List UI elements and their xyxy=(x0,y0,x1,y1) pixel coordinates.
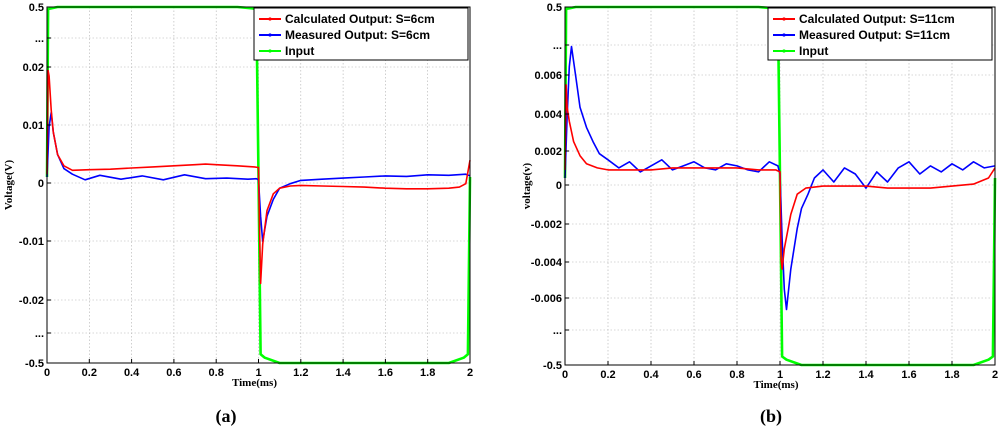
x-tick-label: 0.2 xyxy=(82,367,97,379)
x-tick-label: 1 xyxy=(777,369,783,381)
y-tick-label: -0.004 xyxy=(531,257,563,269)
y-tick-label: -0.5 xyxy=(25,358,44,370)
legend-marker xyxy=(268,17,272,21)
series-line-measured-output-s-6cm xyxy=(46,111,471,243)
y-tick-label: 0.002 xyxy=(534,146,562,158)
x-tick-label: 0.8 xyxy=(729,369,744,381)
y-tick-label: 0 xyxy=(556,180,562,192)
x-tick-label: 1.4 xyxy=(858,369,874,381)
y-axis-label: Voltage(V) xyxy=(3,160,15,211)
y-tick-label: -0.006 xyxy=(531,293,562,305)
legend-entry: Measured Output: S=6cm xyxy=(285,28,430,42)
legend-marker xyxy=(268,49,272,53)
x-tick-label: 1 xyxy=(255,367,261,379)
y-tick-label: 0.01 xyxy=(23,120,44,132)
y-tick-label: -0.01 xyxy=(19,236,44,248)
panel-label: (b) xyxy=(760,406,782,427)
y-tick-label: ... xyxy=(553,325,562,337)
legend-entry: Calculated Output: S=6cm xyxy=(285,12,435,26)
x-tick-label: 0.6 xyxy=(686,369,701,381)
chart-panel-a: 0 0.2 0.4 0.6 0.8 1 1.2 1.4 1.6 1.8 2 0.5... 0.02 0.0… xyxy=(3,2,473,427)
legend-entry: Calculated Output: S=11cm xyxy=(799,12,955,26)
x-tick-label: 0.2 xyxy=(600,369,615,381)
panel-label: (a) xyxy=(216,406,237,427)
y-tick-label: 0.02 xyxy=(23,62,44,74)
y-tick-label: 0 xyxy=(38,178,44,190)
x-axis-label: Time(ms) xyxy=(232,377,277,389)
y-tick-label: -0.002 xyxy=(531,219,562,231)
x-tick-label: 0.4 xyxy=(643,369,659,381)
legend-entry: Input xyxy=(799,44,828,58)
series-line-calculated-output-s-11cm xyxy=(564,84,996,270)
x-tick-label: 1.2 xyxy=(293,367,308,379)
y-tick-label: 0.5 xyxy=(547,2,562,14)
legend-marker xyxy=(268,33,272,37)
y-tick-label: -0.02 xyxy=(19,295,44,307)
y-tick-label: -0.5 xyxy=(543,360,562,372)
chart-panel-b: 0 0.2 0.4 0.6 0.8 1 1.2 1.4 1.6 1.8 2 0.5... 0.006 0.… xyxy=(521,2,998,427)
x-tick-label: 0.4 xyxy=(124,367,140,379)
x-tick-label: 2 xyxy=(467,367,473,379)
x-tick-label: 2 xyxy=(992,369,998,381)
legend-marker xyxy=(782,17,786,21)
legend-marker xyxy=(782,49,786,53)
x-tick-label: 1.2 xyxy=(815,369,830,381)
y-tick-label: 0.004 xyxy=(534,109,562,121)
legend-marker xyxy=(782,33,786,37)
series-line-calculated-output-s-6cm xyxy=(46,69,471,285)
y-axis-label: voltage(v) xyxy=(521,162,533,209)
series-line-measured-output-s-11cm xyxy=(564,45,996,311)
legend-box xyxy=(767,7,993,61)
x-tick-label: 1.8 xyxy=(944,369,959,381)
x-tick-label: 0 xyxy=(562,369,568,381)
x-axis-label: Time(ms) xyxy=(753,379,798,391)
legend: Calculated Output: S=11cm Measured Output… xyxy=(767,7,993,61)
x-tick-label: 1.6 xyxy=(901,369,916,381)
x-tick-label: 1.4 xyxy=(335,367,351,379)
y-tick-label: 0.5 xyxy=(29,2,44,14)
legend-entry: Input xyxy=(285,44,314,58)
y-tick-label: ... xyxy=(35,328,44,340)
y-tick-label: ... xyxy=(35,33,44,45)
x-tick-label: 0.8 xyxy=(209,367,224,379)
x-tick-label: 0 xyxy=(44,367,50,379)
x-tick-label: 1.8 xyxy=(420,367,435,379)
legend: Calculated Output: S=6cm Measured Output:… xyxy=(253,7,469,61)
y-tick-label: ... xyxy=(553,40,562,52)
legend-entry: Measured Output: S=11cm xyxy=(799,28,950,42)
y-tick-label: 0.006 xyxy=(534,70,562,82)
legend-box xyxy=(253,7,469,61)
x-tick-label: 0.6 xyxy=(166,367,181,379)
x-tick-label: 1.6 xyxy=(378,367,393,379)
